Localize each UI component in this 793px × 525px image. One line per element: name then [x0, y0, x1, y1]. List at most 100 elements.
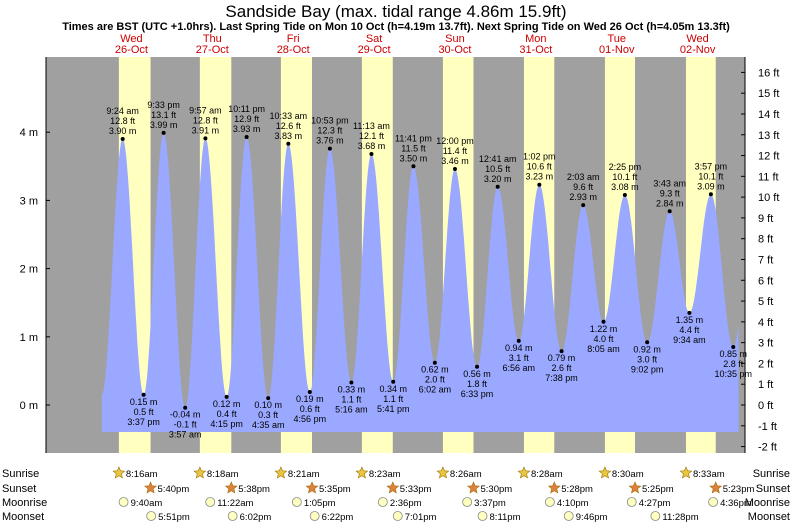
high-tide-point: [244, 134, 249, 139]
moonset-icon: [392, 511, 403, 521]
right-axis-label: 6 ft: [758, 275, 773, 287]
sunrise-icon: [193, 466, 207, 479]
low-tide-label: 0.85 m: [719, 349, 747, 359]
right-axis-label: 13 ft: [758, 130, 779, 142]
low-tide-label: 1.22 m: [590, 324, 618, 334]
right-axis-label: 12 ft: [758, 151, 779, 163]
high-tide-label: 10:53 pm: [311, 116, 349, 126]
moonrise-row-label-right: Moonrise: [745, 497, 790, 509]
high-tide-label: 12.8 ft: [193, 115, 219, 125]
moonset-time: 6:22pm: [322, 512, 354, 523]
moonset-icon: [477, 511, 488, 521]
sunset-icon: [224, 481, 238, 494]
right-axis-label: 0 ft: [758, 400, 773, 412]
moonset-time: 7:01pm: [405, 512, 437, 523]
low-tide-label: 0.3 ft: [258, 410, 279, 420]
low-tide-label: 10:35 pm: [714, 369, 752, 379]
moonset-icon: [650, 511, 661, 521]
high-tide-label: 3.09 m: [697, 181, 725, 191]
high-tide-label: 3.90 m: [109, 126, 137, 136]
high-tide-point: [369, 152, 374, 157]
day-label-date: 28-Oct: [277, 44, 310, 56]
high-tide-label: 3:57 pm: [695, 161, 728, 171]
high-tide-label: 2.93 m: [569, 192, 597, 202]
day-label-date: 02-Nov: [680, 44, 716, 56]
low-tide-label: 1.8 ft: [467, 379, 488, 389]
moonrise-time: 9:40am: [131, 498, 163, 509]
low-tide-point: [391, 379, 396, 384]
sunrise-icon: [274, 466, 288, 479]
day-label-dow: Wed: [120, 33, 142, 45]
high-tide-point: [667, 209, 672, 214]
chart-title: Sandside Bay (max. tidal range 4.86m 15.…: [225, 2, 566, 21]
high-tide-label: 3.99 m: [150, 120, 178, 130]
moonset-time: 9:46pm: [576, 512, 608, 523]
low-tide-label: 1.35 m: [676, 315, 704, 325]
low-tide-label: 0.12 m: [213, 399, 241, 409]
sunset-icon: [144, 481, 158, 494]
low-tide-label: 2.6 ft: [552, 363, 573, 373]
day-label-dow: Wed: [686, 33, 708, 45]
high-tide-label: 11:13 am: [353, 121, 390, 131]
low-tide-point: [224, 394, 229, 399]
tide-curve: [101, 132, 739, 432]
sunrise-icon: [355, 466, 369, 479]
high-tide-label: 11:41 pm: [395, 133, 432, 143]
low-tide-point: [432, 360, 437, 365]
low-tide-label: 0.79 m: [548, 353, 576, 363]
sunset-icon: [467, 481, 480, 494]
high-tide-point: [495, 184, 500, 189]
high-tide-label: 11.4 ft: [443, 146, 468, 156]
high-tide-point: [286, 141, 291, 146]
sunset-row-label-right: Sunset: [756, 483, 790, 495]
sunset-icon: [305, 481, 319, 494]
low-tide-label: 0.33 m: [338, 384, 366, 394]
day-label-dow: Fri: [287, 33, 300, 45]
sunset-time: 5:33pm: [400, 484, 432, 495]
astronomy-rows: Sunrise Sunrise 8:16am 8:18am 8:21am 8:23am 8:…: [2, 466, 790, 523]
low-tide-point: [516, 338, 521, 343]
sunset-time: 5:40pm: [158, 484, 190, 495]
sunrise-row-label-right: Sunrise: [753, 468, 790, 480]
low-tide-label: 5:16 am: [335, 404, 368, 414]
high-tide-label: 9:24 am: [106, 106, 139, 116]
sunrise-time: 8:16am: [126, 469, 158, 480]
low-tide-point: [141, 392, 146, 397]
sunrise-icon: [436, 466, 450, 479]
moonrise-icon: [377, 497, 388, 507]
low-tide-label: 1.1 ft: [341, 394, 362, 404]
low-tide-label: 4:35 am: [252, 420, 285, 430]
high-tide-label: 12.9 ft: [234, 114, 260, 124]
high-tide-label: 10.1 ft: [612, 172, 638, 182]
day-label-date: 26-Oct: [115, 44, 148, 56]
high-tide-label: 9:57 am: [189, 105, 222, 115]
high-tide-point: [411, 164, 416, 169]
high-tide-label: 10.1 ft: [698, 171, 724, 181]
sunset-time: 5:30pm: [480, 484, 512, 495]
low-tide-point: [731, 345, 736, 350]
sunset-icon: [386, 481, 400, 494]
day-label-dow: Tue: [607, 33, 626, 45]
moonset-time: 5:51pm: [158, 512, 190, 523]
sunset-icon: [547, 481, 561, 494]
sunrise-icon: [517, 466, 531, 479]
low-tide-label: 0.19 m: [296, 394, 324, 404]
moonset-icon: [563, 511, 574, 521]
high-tide-label: 3.50 m: [400, 153, 428, 163]
high-tide-label: 3.93 m: [233, 124, 261, 134]
day-label-date: 27-Oct: [196, 44, 229, 56]
low-tide-label: 3:37 pm: [127, 417, 160, 427]
right-axis-label: 14 ft: [758, 109, 779, 121]
left-axis: 0 m 1 m 2 m 3 m 4 m: [20, 57, 50, 453]
high-tide-label: 3.83 m: [275, 131, 303, 141]
right-axis-label: 1 ft: [758, 379, 773, 391]
day-label-dow: Sun: [445, 33, 465, 45]
sunrise-icon: [679, 466, 693, 479]
high-tide-label: 12:41 am: [479, 154, 517, 164]
sunset-row-label-left: Sunset: [2, 483, 36, 495]
high-tide-label: 10:33 am: [270, 111, 308, 121]
day-label-date: 30-Oct: [438, 44, 471, 56]
high-tide-label: 9:33 pm: [147, 100, 180, 110]
